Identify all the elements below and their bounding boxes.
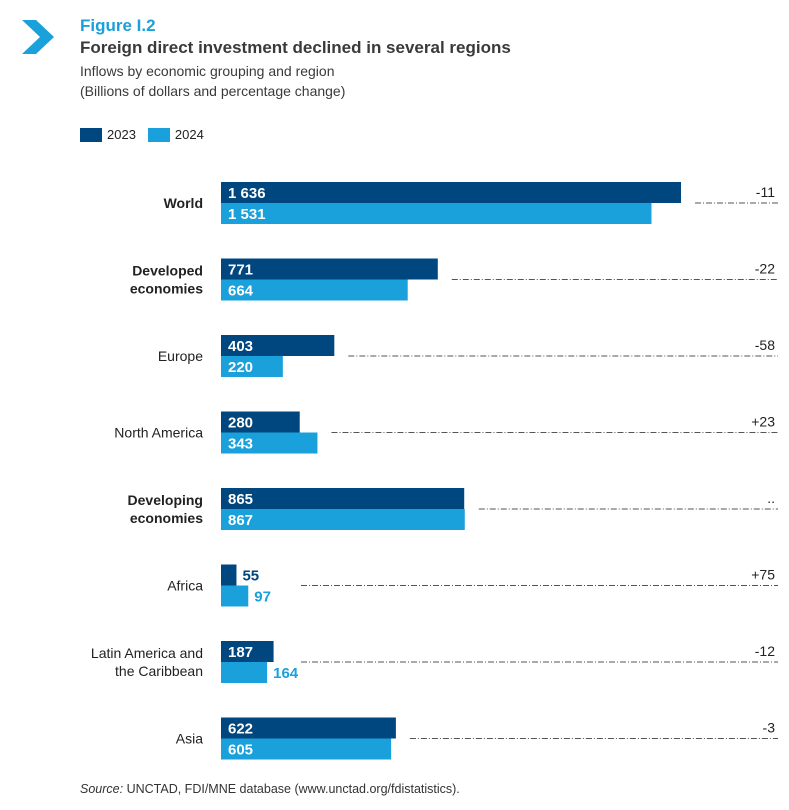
pct-change-label: -3 <box>763 720 776 736</box>
legend-label-2023: 2023 <box>107 127 136 142</box>
figure-subtitle: Inflows by economic grouping and region <box>80 63 335 79</box>
legend: 2023 2024 <box>80 127 216 142</box>
source-note: Source: UNCTAD, FDI/MNE database (www.un… <box>80 782 460 796</box>
bar-2023 <box>221 641 274 662</box>
data-label-2023: 403 <box>228 338 253 355</box>
legend-swatch-2024 <box>147 127 170 142</box>
category-label: Developed economies <box>130 263 203 297</box>
pct-change-label: -12 <box>755 643 775 659</box>
bar-2024 <box>221 203 652 224</box>
data-label-2024: 664 <box>228 283 254 300</box>
category-label: Asia <box>176 731 203 747</box>
chevron-right-icon <box>22 20 54 54</box>
bar-chart: World 1 636 1 531 -11 Developed economies 771 6… <box>91 182 778 760</box>
legend-swatch-2023 <box>80 127 102 142</box>
data-label-2023: 280 <box>228 415 253 432</box>
figure-label: Figure I.2 <box>80 16 156 35</box>
data-label-2024: 605 <box>228 742 253 759</box>
figure-title: Foreign direct investment declined in se… <box>80 38 511 57</box>
bar-2024 <box>221 432 318 454</box>
legend-label-2024: 2024 <box>174 127 204 142</box>
bar-2023 <box>221 564 237 586</box>
pct-change-label: +75 <box>751 567 775 583</box>
legend-item-2023: 2023 <box>80 127 136 142</box>
bar-2024 <box>221 509 465 530</box>
data-label-2024: 97 <box>254 589 271 606</box>
data-label-2023: 187 <box>228 644 253 661</box>
data-label-2024: 343 <box>228 436 253 453</box>
bar-2023 <box>221 411 300 433</box>
data-label-2023: 1 636 <box>228 185 266 202</box>
legend-item-2024: 2024 <box>147 127 204 142</box>
data-label-2024: 867 <box>228 512 253 529</box>
bar-2024 <box>221 356 283 377</box>
bar-2024 <box>221 585 249 607</box>
data-label-2023: 865 <box>228 491 253 508</box>
data-label-2024: 1 531 <box>228 206 266 223</box>
source-prefix: Source: <box>80 782 124 796</box>
category-label: Europe <box>158 348 203 364</box>
pct-change-label: +23 <box>751 414 775 430</box>
data-label-2023: 622 <box>228 721 253 738</box>
pct-change-label: -58 <box>755 337 775 353</box>
bar-2023 <box>221 258 438 280</box>
category-label: Latin America and the Caribbean <box>91 645 203 679</box>
bar-2023 <box>221 335 335 356</box>
figure-units: (Billions of dollars and percentage chan… <box>80 83 346 99</box>
pct-change-label: -11 <box>756 184 775 200</box>
bar-2023 <box>221 182 681 203</box>
category-label: World <box>164 195 203 211</box>
source-text: UNCTAD, FDI/MNE database (www.unctad.org… <box>126 782 460 796</box>
category-label: Developing economies <box>128 492 204 526</box>
bar-2024 <box>221 738 392 760</box>
bar-2023 <box>221 717 396 739</box>
bar-2024 <box>221 662 268 683</box>
bar-2024 <box>221 279 408 301</box>
data-label-2024: 220 <box>228 359 253 376</box>
pct-change-label: .. <box>767 490 775 506</box>
data-label-2023: 55 <box>242 568 259 585</box>
category-label: Africa <box>167 578 203 594</box>
pct-change-label: -22 <box>755 261 775 277</box>
bar-2023 <box>221 488 465 509</box>
data-label-2024: 164 <box>273 665 299 682</box>
category-label: North America <box>114 425 203 441</box>
data-label-2023: 771 <box>228 262 253 279</box>
